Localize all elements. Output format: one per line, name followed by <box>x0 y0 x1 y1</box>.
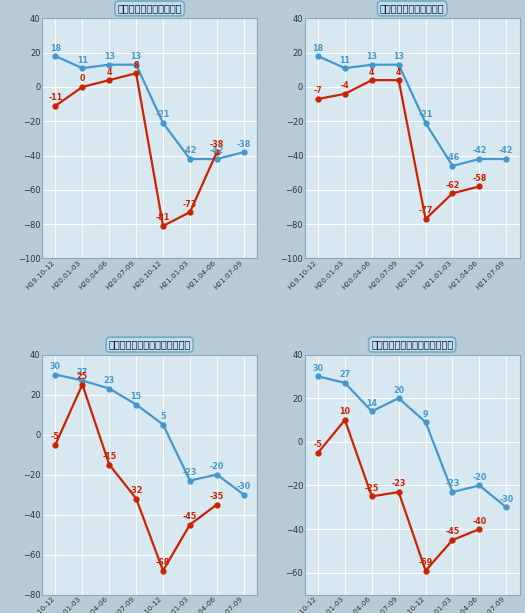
Text: 8: 8 <box>133 61 139 70</box>
Text: -62: -62 <box>445 181 460 190</box>
Text: -77: -77 <box>418 207 433 216</box>
Text: 13: 13 <box>104 52 115 61</box>
Text: -23: -23 <box>392 479 406 489</box>
Text: -42: -42 <box>499 147 513 156</box>
Title: 戸建て分譲住宅受注戸数: 戸建て分譲住宅受注戸数 <box>117 4 182 13</box>
Text: 4: 4 <box>107 67 112 77</box>
Text: -38: -38 <box>237 140 251 148</box>
Text: 13: 13 <box>393 52 404 61</box>
Text: 23: 23 <box>104 376 115 385</box>
Text: 27: 27 <box>77 368 88 377</box>
Text: 10: 10 <box>339 408 350 416</box>
Text: -81: -81 <box>156 213 170 223</box>
Text: -38: -38 <box>209 140 224 148</box>
Text: -25: -25 <box>364 484 379 493</box>
Text: 27: 27 <box>339 370 351 379</box>
Text: -59: -59 <box>418 558 433 567</box>
Text: -23: -23 <box>445 479 460 489</box>
Text: -15: -15 <box>102 452 117 461</box>
Text: -45: -45 <box>445 528 459 536</box>
Text: 18: 18 <box>312 44 323 53</box>
Text: -42: -42 <box>209 147 224 156</box>
Text: 18: 18 <box>50 44 61 53</box>
Text: -21: -21 <box>418 110 433 120</box>
Text: 11: 11 <box>77 56 88 64</box>
Text: 9: 9 <box>423 409 428 419</box>
Text: -68: -68 <box>156 558 170 567</box>
Title: 戸建て分譲住宅受注金額: 戸建て分譲住宅受注金額 <box>380 4 445 13</box>
Text: -7: -7 <box>313 86 322 96</box>
Text: -42: -42 <box>183 147 197 156</box>
Text: -45: -45 <box>183 512 197 521</box>
Text: -30: -30 <box>237 482 251 491</box>
Text: 0: 0 <box>80 74 85 83</box>
Text: 5: 5 <box>160 412 166 421</box>
Text: 20: 20 <box>393 386 404 395</box>
Title: ２－３階建て貳貸住宅受注戸数: ２－３階建て貳貸住宅受注戸数 <box>109 340 191 349</box>
Title: ２－３階建て貳貸住宅受注金額: ２－３階建て貳貸住宅受注金額 <box>371 340 453 349</box>
Text: -4: -4 <box>341 82 349 90</box>
Text: 30: 30 <box>50 362 61 371</box>
Text: -23: -23 <box>183 468 197 477</box>
Text: 4: 4 <box>369 67 374 77</box>
Text: -20: -20 <box>472 473 487 482</box>
Text: 30: 30 <box>312 364 323 373</box>
Text: -21: -21 <box>156 110 170 120</box>
Text: -58: -58 <box>472 174 487 183</box>
Text: 25: 25 <box>77 372 88 381</box>
Text: -46: -46 <box>445 153 459 162</box>
Text: -35: -35 <box>209 492 224 501</box>
Text: 15: 15 <box>131 392 142 401</box>
Text: -40: -40 <box>472 517 487 525</box>
Text: -20: -20 <box>209 462 224 471</box>
Text: 13: 13 <box>366 52 377 61</box>
Text: 13: 13 <box>131 52 142 61</box>
Text: -5: -5 <box>51 432 60 441</box>
Text: -30: -30 <box>499 495 513 504</box>
Text: -11: -11 <box>48 93 62 102</box>
Text: -5: -5 <box>313 440 322 449</box>
Text: 11: 11 <box>339 56 350 64</box>
Text: 4: 4 <box>396 67 402 77</box>
Text: -73: -73 <box>183 200 197 208</box>
Text: 14: 14 <box>366 398 377 408</box>
Text: -42: -42 <box>472 147 487 156</box>
Text: -32: -32 <box>129 486 143 495</box>
